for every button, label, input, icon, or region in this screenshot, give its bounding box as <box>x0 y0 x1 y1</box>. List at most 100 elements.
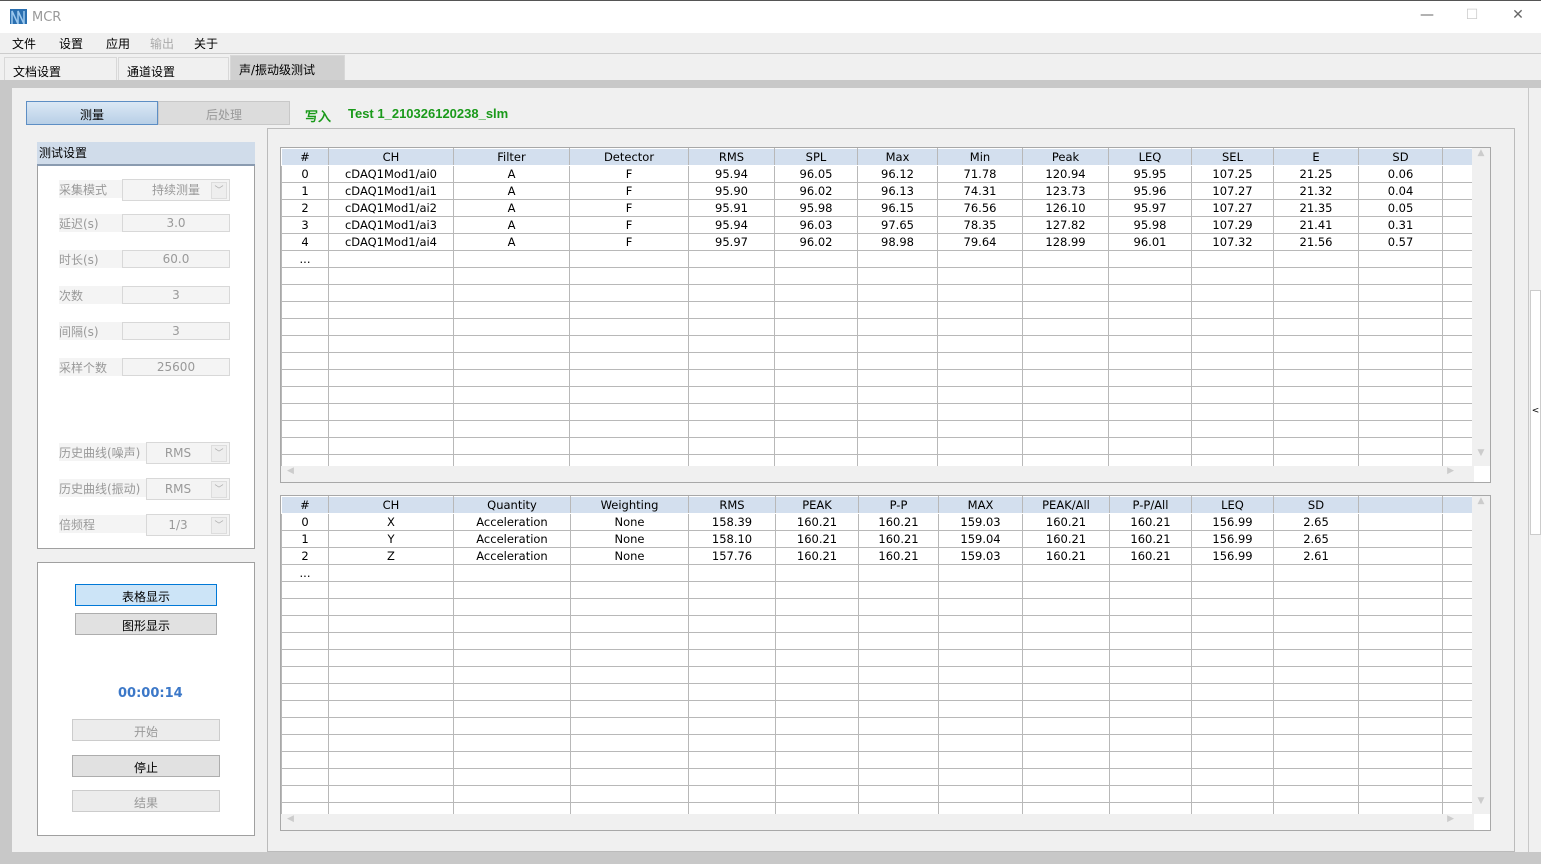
column-header[interactable]: SEL <box>1191 148 1274 166</box>
menu-apply[interactable]: 应用 <box>106 37 131 51</box>
column-header[interactable]: RMS <box>688 148 775 166</box>
dropdown-select[interactable]: RMS ﹀ <box>146 442 230 464</box>
table-cell: 21.41 <box>1273 216 1359 234</box>
table-cell: 96.03 <box>774 216 858 234</box>
column-header[interactable]: RMS <box>688 496 776 514</box>
column-header[interactable]: E <box>1273 148 1359 166</box>
table-row[interactable]: ... <box>281 250 1474 268</box>
empty-row <box>281 352 1474 370</box>
table-row[interactable]: 1 Y Acceleration None 158.10 160.21 160.21 159.… <box>281 530 1474 548</box>
empty-row <box>281 420 1474 438</box>
table-cell: 160.21 <box>1022 513 1110 531</box>
tab-channel-settings[interactable]: 通道设置 <box>118 57 229 80</box>
column-header[interactable]: Peak <box>1022 148 1109 166</box>
table-cell: Acceleration <box>453 547 571 565</box>
column-header[interactable]: PEAK/All <box>1022 496 1110 514</box>
vibration-level-table[interactable]: # CH Quantity Weighting RMS PEAK P-P MAX PEAK/Al… <box>280 495 1491 831</box>
column-header[interactable]: CH <box>328 148 454 166</box>
table-cell: 95.90 <box>688 182 775 200</box>
column-header[interactable]: P-P <box>858 496 939 514</box>
tab-sound-vibration-test[interactable]: 声/振动级测试 <box>230 55 345 80</box>
column-header[interactable]: SD <box>1358 148 1443 166</box>
tab-document-settings[interactable]: 文档设置 <box>4 57 117 80</box>
field-input[interactable]: 3 <box>122 286 230 304</box>
menu-settings[interactable]: 设置 <box>59 37 84 51</box>
column-header[interactable]: CH <box>328 496 454 514</box>
table-cell <box>1022 250 1109 268</box>
field-value: 60.0 <box>162 252 190 266</box>
graph-view-button[interactable]: 图形显示 <box>75 613 217 635</box>
column-header[interactable]: MAX <box>938 496 1023 514</box>
vertical-scrollbar[interactable]: ▲ ▼ <box>1472 148 1490 466</box>
field-label: 采样个数 <box>59 358 123 376</box>
vertical-scrollbar[interactable]: ▲ ▼ <box>1472 496 1490 814</box>
column-header[interactable]: Max <box>857 148 938 166</box>
table-cell: 160.21 <box>775 513 859 531</box>
column-header[interactable]: P-P/All <box>1109 496 1192 514</box>
horizontal-scrollbar[interactable]: ◀ ▶ <box>281 466 1474 482</box>
table-cell <box>688 564 776 582</box>
table-cell: ... <box>281 564 329 582</box>
menu-output[interactable]: 输出 <box>150 37 175 51</box>
table-row[interactable]: 2 cDAQ1Mod1/ai2 A F 95.91 95.98 96.15 76.56 126.… <box>281 199 1474 217</box>
column-header[interactable]: Min <box>937 148 1023 166</box>
column-header[interactable]: PEAK <box>775 496 859 514</box>
side-panel-toggle[interactable]: < <box>1530 290 1541 535</box>
column-header[interactable] <box>1442 496 1474 514</box>
table-cell <box>1442 547 1474 565</box>
table-view-button[interactable]: 表格显示 <box>75 584 217 606</box>
menu-file[interactable]: 文件 <box>12 37 37 51</box>
table-cell: 160.21 <box>858 530 939 548</box>
post-process-mode-button[interactable]: 后处理 <box>158 101 290 125</box>
column-header[interactable]: Filter <box>453 148 570 166</box>
chevron-down-icon[interactable]: ﹀ <box>211 517 227 534</box>
field-input[interactable]: 60.0 <box>122 250 230 268</box>
close-button[interactable]: ✕ <box>1512 7 1524 23</box>
horizontal-scrollbar[interactable]: ◀ ▶ <box>281 814 1474 830</box>
table-row[interactable]: ... <box>281 564 1474 582</box>
table-row[interactable]: 0 X Acceleration None 158.39 160.21 160.21 159.… <box>281 513 1474 531</box>
table-row[interactable]: 3 cDAQ1Mod1/ai3 A F 95.94 96.03 97.65 78.35 127.… <box>281 216 1474 234</box>
minimize-button[interactable]: — <box>1420 7 1434 23</box>
column-header[interactable]: LEQ <box>1108 148 1192 166</box>
table-row[interactable]: 1 cDAQ1Mod1/ai1 A F 95.90 96.02 96.13 74.31 123.… <box>281 182 1474 200</box>
table-cell <box>453 564 571 582</box>
chevron-down-icon[interactable]: ﹀ <box>211 445 227 462</box>
column-header[interactable]: SD <box>1273 496 1359 514</box>
table-cell: 107.25 <box>1191 165 1274 183</box>
table-cell: 96.02 <box>774 233 858 251</box>
field-input[interactable]: 25600 <box>122 358 230 376</box>
column-header[interactable] <box>1358 496 1443 514</box>
dropdown-select[interactable]: RMS ﹀ <box>146 478 230 500</box>
column-header[interactable]: SPL <box>774 148 858 166</box>
maximize-button[interactable]: ☐ <box>1465 7 1479 23</box>
acquisition-mode-select[interactable]: 持续测量 ﹀ <box>122 179 230 201</box>
sound-level-table[interactable]: # CH Filter Detector RMS SPL Max Min Peak LEQ SEL E… <box>280 147 1491 483</box>
app-title: MCR <box>32 10 62 25</box>
column-header[interactable]: Quantity <box>453 496 571 514</box>
table-cell: 160.21 <box>1022 530 1110 548</box>
table-cell: 158.10 <box>688 530 776 548</box>
column-header[interactable]: # <box>281 496 329 514</box>
dropdown-select[interactable]: 1/3 ﹀ <box>146 514 230 536</box>
result-button[interactable]: 结果 <box>72 790 220 812</box>
column-header[interactable]: LEQ <box>1191 496 1274 514</box>
column-header[interactable] <box>1442 148 1474 166</box>
table-row[interactable]: 0 cDAQ1Mod1/ai0 A F 95.94 96.05 96.12 71.78 120.… <box>281 165 1474 183</box>
table-cell: Acceleration <box>453 530 571 548</box>
column-header[interactable]: # <box>281 148 329 166</box>
table-cell: 128.99 <box>1022 233 1109 251</box>
column-header[interactable]: Weighting <box>570 496 689 514</box>
measure-mode-button[interactable]: 测量 <box>26 101 158 125</box>
start-button[interactable]: 开始 <box>72 719 220 741</box>
field-input[interactable]: 3.0 <box>122 214 230 232</box>
column-header[interactable]: Detector <box>569 148 689 166</box>
field-input[interactable]: 3 <box>122 322 230 340</box>
menu-about[interactable]: 关于 <box>194 37 219 51</box>
chevron-down-icon[interactable]: ﹀ <box>211 182 227 199</box>
stop-button[interactable]: 停止 <box>72 755 220 777</box>
table-row[interactable]: 4 cDAQ1Mod1/ai4 A F 95.97 96.02 98.98 79.64 128.… <box>281 233 1474 251</box>
table-row[interactable]: 2 Z Acceleration None 157.76 160.21 160.21 159.… <box>281 547 1474 565</box>
table-cell: None <box>570 513 689 531</box>
chevron-down-icon[interactable]: ﹀ <box>211 481 227 498</box>
